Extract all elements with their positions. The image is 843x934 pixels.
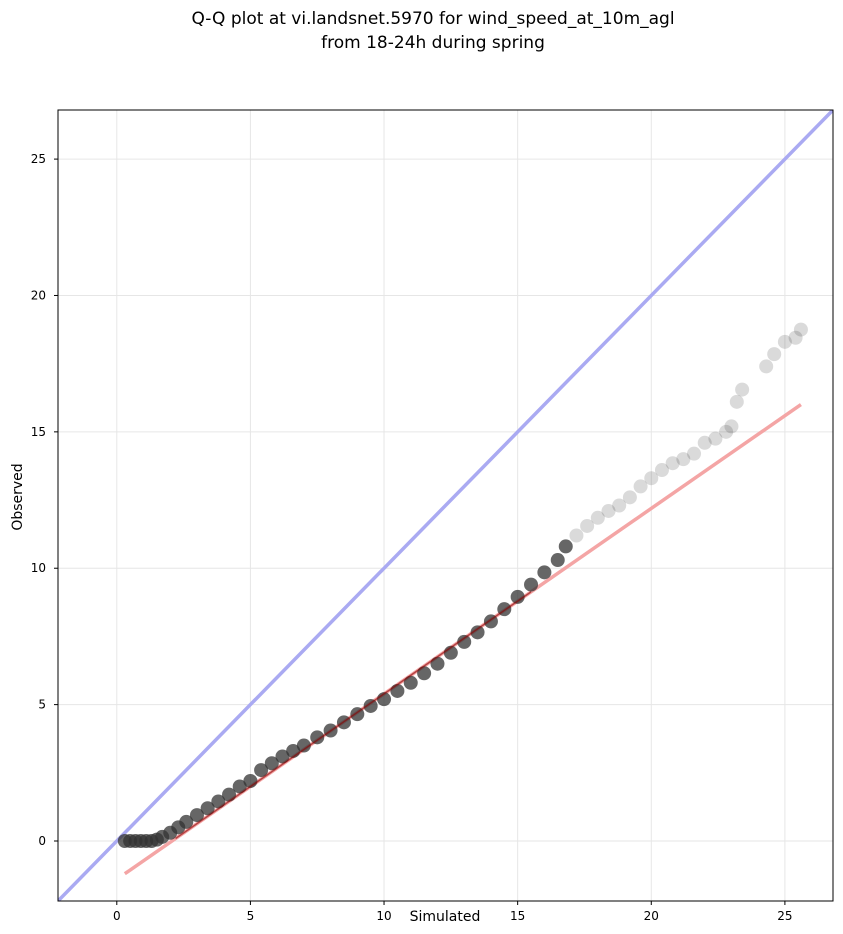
y-tick-label: 20 xyxy=(31,288,46,302)
data-point xyxy=(788,330,803,345)
data-point xyxy=(550,553,565,568)
data-point xyxy=(665,456,680,471)
y-tick-label: 0 xyxy=(38,834,46,848)
data-point xyxy=(580,518,595,533)
data-point xyxy=(310,730,325,745)
y-tick-label: 15 xyxy=(31,425,46,439)
data-point xyxy=(569,528,584,543)
x-tick-label: 0 xyxy=(113,909,121,923)
grid xyxy=(58,110,833,901)
data-point xyxy=(767,347,782,362)
scatter-points xyxy=(117,322,808,848)
data-point xyxy=(363,698,378,713)
data-point xyxy=(612,498,627,513)
x-tick-label: 20 xyxy=(644,909,659,923)
data-point xyxy=(264,756,279,771)
data-point xyxy=(390,683,405,698)
chart-title-line-1: Q-Q plot at vi.landsnet.5970 for wind_sp… xyxy=(191,9,674,29)
data-point xyxy=(676,452,691,467)
plot-frame xyxy=(57,109,834,902)
data-point xyxy=(457,634,472,649)
data-point xyxy=(232,779,247,794)
data-point xyxy=(644,471,659,486)
fit-line-core xyxy=(175,591,532,840)
data-point xyxy=(590,510,605,525)
reference-lines xyxy=(58,110,833,901)
y-axis-label: Observed xyxy=(10,463,26,530)
data-point xyxy=(417,666,432,681)
data-point xyxy=(708,431,723,446)
x-tick-label: 25 xyxy=(777,909,792,923)
data-point xyxy=(735,382,750,397)
x-axis-label: Simulated xyxy=(410,909,481,925)
y-tick-label: 10 xyxy=(31,561,46,575)
data-point xyxy=(558,539,573,554)
data-point xyxy=(719,424,734,439)
data-point xyxy=(254,763,269,778)
data-point xyxy=(200,801,215,816)
identity-line xyxy=(58,110,833,901)
data-point xyxy=(601,503,616,518)
data-point xyxy=(729,394,744,409)
x-tick-label: 5 xyxy=(247,909,255,923)
data-point xyxy=(697,435,712,450)
data-point xyxy=(189,808,204,823)
data-point xyxy=(275,749,290,764)
data-point xyxy=(470,625,485,640)
data-point xyxy=(622,490,637,505)
data-point xyxy=(633,479,648,494)
data-point xyxy=(510,589,525,604)
data-point xyxy=(211,794,226,809)
data-point xyxy=(654,463,669,478)
data-point xyxy=(524,577,539,592)
data-point xyxy=(687,446,702,461)
chart-title-line-2: from 18-24h during spring xyxy=(321,33,545,53)
y-tick-label: 25 xyxy=(31,152,46,166)
data-point xyxy=(759,359,774,374)
axis-ticks: 0 5 10 15 20 25 0 5 10 15 20 25 xyxy=(31,152,793,923)
data-point xyxy=(724,419,739,434)
y-tick-label: 5 xyxy=(38,698,46,712)
data-point xyxy=(793,322,808,337)
data-point xyxy=(296,738,311,753)
data-point xyxy=(179,814,194,829)
data-point xyxy=(403,675,418,690)
x-tick-label: 10 xyxy=(376,909,391,923)
x-tick-label: 15 xyxy=(510,909,525,923)
data-point xyxy=(430,656,445,671)
data-point xyxy=(777,334,792,349)
data-point xyxy=(537,565,552,580)
